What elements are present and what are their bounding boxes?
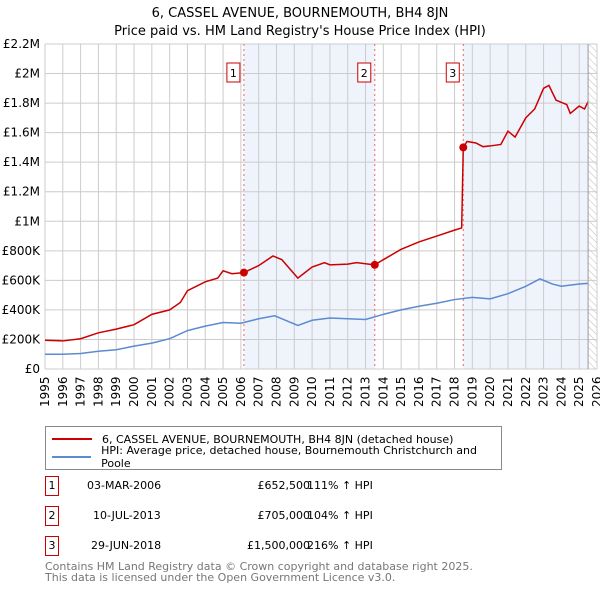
x-tick-label: 1995 [38, 376, 52, 407]
x-tick-label: 2025 [572, 376, 586, 407]
sale-date: 29-JUN-2018 [91, 539, 162, 552]
x-tick-label: 2007 [252, 376, 266, 407]
x-tick-label: 2016 [412, 376, 426, 407]
y-tick-label: £2.2M [3, 37, 40, 51]
table-row: 1 03-MAR-2006 £652,500 111% ↑ HPI [45, 476, 465, 496]
sale-badge: 2 [45, 506, 59, 526]
x-tick-label: 2020 [483, 376, 497, 407]
x-tick-label: 2018 [448, 376, 462, 407]
y-tick-label: £1.4M [3, 155, 40, 169]
x-tick-label: 2004 [198, 376, 212, 407]
x-tick-label: 2003 [180, 376, 194, 407]
x-tick-label: 2002 [163, 376, 177, 407]
x-tick-label: 2022 [519, 376, 533, 407]
x-tick-label: 2010 [305, 376, 319, 407]
future-hatch [588, 44, 597, 369]
sale-badge: 1 [45, 476, 59, 496]
x-tick-label: 1996 [56, 376, 70, 407]
legend: 6, CASSEL AVENUE, BOURNEMOUTH, BH4 8JN (… [45, 426, 502, 470]
sale-badge-label: 2 [361, 67, 368, 80]
y-tick-label: £1M [14, 214, 40, 228]
sale-hpi: 111% ↑ HPI [307, 479, 373, 492]
x-tick-label: 2024 [554, 376, 568, 407]
x-tick-label: 2023 [537, 376, 551, 407]
chart-title: 6, CASSEL AVENUE, BOURNEMOUTH, BH4 8JN [151, 6, 449, 21]
y-tick-label: £800K [2, 244, 42, 258]
sale-badge-box [357, 62, 372, 83]
sale-badge-label: 1 [230, 67, 237, 80]
legend-item-property: 6, CASSEL AVENUE, BOURNEMOUTH, BH4 8JN (… [52, 431, 453, 447]
y-tick-label: £1.8M [3, 96, 40, 110]
x-tick-label: 2015 [394, 376, 408, 407]
chart-subtitle: Price paid vs. HM Land Registry's House … [114, 24, 486, 39]
x-tick-label: 2008 [269, 376, 283, 407]
y-tick-label: £600K [2, 273, 42, 287]
sale-date: 10-JUL-2013 [93, 509, 161, 522]
x-tick-label: 2021 [501, 376, 515, 407]
sale-point [239, 268, 248, 277]
x-tick-label: 2017 [430, 376, 444, 407]
y-tick-label: £0 [25, 362, 40, 376]
x-tick-label: 2011 [323, 376, 337, 407]
y-tick-label: £1.2M [3, 185, 40, 199]
legend-label: 6, CASSEL AVENUE, BOURNEMOUTH, BH4 8JN (… [102, 432, 454, 446]
sale-hpi: 216% ↑ HPI [307, 539, 373, 552]
footer-copyright: Contains HM Land Registry data © Crown c… [45, 560, 473, 573]
legend-swatch-blue [52, 456, 92, 458]
sale-badge-box [226, 62, 241, 83]
y-tick-label: £2M [14, 67, 40, 81]
legend-swatch-red [52, 438, 92, 440]
x-tick-label: 1998 [91, 376, 105, 407]
x-tick-label: 2001 [145, 376, 159, 407]
sale-price: £705,000 [257, 509, 311, 522]
x-tick-label: 2009 [287, 376, 301, 407]
shaded-period [243, 44, 375, 369]
price-chart: 1995 1996 1997 1998 1999 2000 2001 2002 2003 2004… [2, 37, 600, 407]
x-tick-label: 2026 [590, 376, 600, 407]
y-tick-label: £400K [2, 303, 42, 317]
table-row: 3 29-JUN-2018 £1,500,000 216% ↑ HPI [45, 536, 465, 556]
sale-point [459, 143, 468, 152]
y-tick-label: £200K [2, 332, 42, 346]
sale-badge-box [445, 62, 460, 83]
footer-licence: This data is licensed under the Open Gov… [45, 571, 396, 584]
x-tick-label: 2005 [216, 376, 230, 407]
y-tick-label: £1.6M [3, 126, 40, 140]
legend-item-hpi: HPI: Average price, detached house, Bour… [52, 444, 501, 470]
x-tick-label: 2000 [127, 376, 141, 407]
x-tick-label: 2012 [341, 376, 355, 407]
x-tick-label: 2013 [359, 376, 373, 407]
sale-point [370, 260, 379, 269]
series-line [45, 278, 589, 355]
x-tick-label: 2006 [234, 376, 248, 407]
x-tick-label: 1999 [109, 376, 123, 407]
x-tick-label: 1997 [74, 376, 88, 407]
legend-label: HPI: Average price, detached house, Bour… [101, 444, 478, 470]
sale-price: £1,500,000 [247, 539, 310, 552]
table-row: 2 10-JUL-2013 £705,000 104% ↑ HPI [45, 506, 465, 526]
sale-badge: 3 [45, 536, 59, 556]
x-tick-label: 2014 [376, 376, 390, 407]
sale-badge-label: 3 [449, 67, 456, 80]
sale-price: £652,500 [257, 479, 311, 492]
sale-hpi: 104% ↑ HPI [307, 509, 373, 522]
sale-date: 03-MAR-2006 [87, 479, 162, 492]
x-tick-label: 2019 [465, 376, 479, 407]
